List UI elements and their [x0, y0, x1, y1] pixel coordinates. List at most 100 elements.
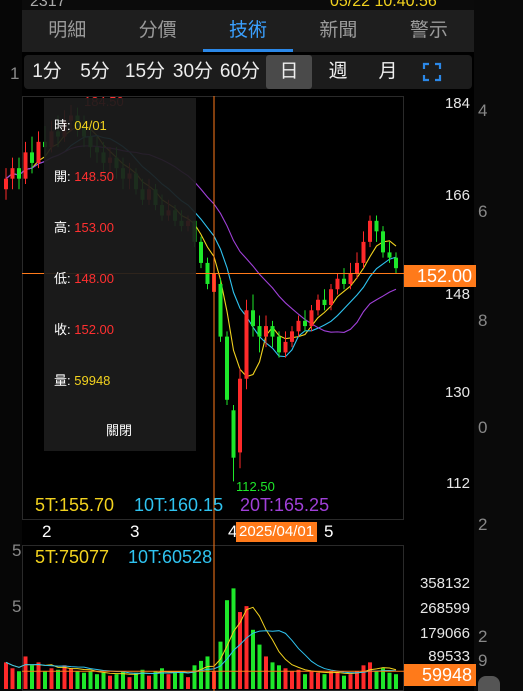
close-key: 收: [54, 322, 71, 337]
volume-bar [205, 656, 210, 689]
candle-body [381, 231, 385, 253]
open-key: 開: [54, 169, 71, 184]
volume-bar [101, 672, 106, 689]
price-axis-label: 184 [444, 95, 470, 112]
volume-axis-label: 358132 [419, 575, 470, 592]
candle-body [348, 273, 353, 284]
period-60min-button[interactable]: 60分 [219, 61, 261, 82]
period-week-button[interactable]: 週 [328, 61, 348, 82]
candle-body [342, 278, 346, 284]
current-price-tag: 152.00 [404, 265, 476, 287]
x-tick-label: 4 [228, 522, 238, 541]
volume-bar [368, 662, 372, 689]
edge-digit: 9 [478, 651, 488, 670]
volume-bar [108, 675, 112, 689]
volume-bar [36, 662, 41, 689]
volume-bar [296, 669, 301, 689]
volume-bar [147, 675, 151, 689]
candle-body [30, 152, 34, 163]
candle-body [283, 341, 288, 353]
edge-digit: 5 [12, 541, 22, 560]
price-axis-label: 112 [446, 475, 470, 492]
ma20-label: 20T:165.25 [240, 495, 330, 515]
close-panel-button[interactable]: 關閉 [106, 423, 133, 438]
volume-bar [342, 675, 346, 689]
high-key: 高: [54, 220, 71, 235]
candle-body [238, 378, 242, 453]
volume-bar [82, 672, 86, 689]
period-month-button[interactable]: 月 [378, 61, 398, 82]
price-axis-label: 166 [444, 187, 470, 204]
volume-bar [69, 668, 73, 689]
volume-bar [290, 671, 294, 689]
volume-key: 量: [54, 373, 71, 388]
period-5min-button[interactable]: 5分 [80, 61, 110, 82]
volume-bar [355, 671, 359, 689]
candle-body [277, 336, 281, 353]
volume-bar [10, 668, 15, 689]
edge-digit: 6 [478, 202, 488, 221]
volume-bar [114, 674, 119, 689]
tab-technical[interactable]: 技術 [202, 10, 294, 52]
stock-code: 2317 [30, 0, 66, 10]
volume-bar [95, 674, 99, 689]
volume-axis-label: 179066 [419, 625, 470, 642]
tab-news[interactable]: 新聞 [319, 20, 358, 41]
user-icon[interactable] [478, 676, 500, 691]
volume-bar [49, 668, 54, 689]
vol-ma10-label: 10T:60528 [128, 547, 213, 567]
candle-body [303, 320, 307, 327]
price-axis-label: 130 [444, 384, 470, 401]
volume-bar [192, 665, 197, 689]
volume-axis-label: 89533 [428, 648, 470, 665]
candle-body [251, 310, 255, 327]
candle-body [218, 283, 223, 337]
volume-bar [387, 672, 392, 689]
volume-bar [121, 671, 125, 689]
volume-bar [348, 674, 353, 689]
candle-body [264, 326, 268, 337]
tab-details[interactable]: 明細 [48, 20, 87, 41]
price-chart-frame [22, 96, 404, 520]
candle-body [17, 168, 21, 179]
tab-alerts[interactable]: 警示 [409, 20, 448, 41]
period-day-button[interactable]: 日 [266, 55, 312, 89]
x-tick-label: 2 [42, 522, 52, 541]
low-key: 低: [54, 271, 71, 286]
volume-bar [257, 644, 262, 689]
candle-body [355, 262, 359, 274]
ma5-label: 5T:155.70 [35, 495, 115, 515]
open-value: 148.50 [74, 169, 115, 184]
volume-bar [231, 588, 236, 689]
period-1min-button[interactable]: 1分 [32, 61, 62, 82]
volume-bar [166, 674, 171, 689]
period-15min-button[interactable]: 15分 [124, 61, 166, 82]
tab-price-distribution[interactable]: 分價 [138, 20, 177, 41]
edge-digit: 2 [478, 627, 488, 646]
timestamp: 05/22 10:40:56 [330, 0, 437, 10]
period-30min-button[interactable]: 30分 [172, 61, 214, 82]
time-value: 04/01 [74, 118, 107, 133]
vol-ma5-line [5, 606, 397, 675]
fullscreen-icon[interactable] [422, 62, 442, 82]
volume-bar [251, 629, 255, 689]
candle-body [10, 168, 15, 179]
volume-bar [43, 671, 47, 689]
edge-digit: 2 [478, 515, 488, 534]
volume-bar [394, 674, 398, 689]
volume-bar [23, 656, 28, 689]
candle-body [335, 278, 340, 290]
volume-bar [244, 606, 249, 689]
volume-bar [17, 671, 21, 689]
volume-bar [374, 671, 379, 689]
time-key: 時: [54, 118, 71, 133]
candle-body [4, 178, 8, 190]
crosshair-info-panel: 時: 04/01 開: 148.50 高: 153.00 低: 148.00 收… [44, 98, 196, 451]
volume-bar [153, 671, 158, 689]
x-tick-label: 3 [130, 522, 140, 541]
volume-plot [4, 588, 398, 689]
crosshair-date-tag: 2025/04/01 [236, 522, 318, 542]
volume-bar [179, 672, 184, 689]
volume-value: 59948 [74, 373, 111, 388]
volume-bar [62, 665, 67, 689]
